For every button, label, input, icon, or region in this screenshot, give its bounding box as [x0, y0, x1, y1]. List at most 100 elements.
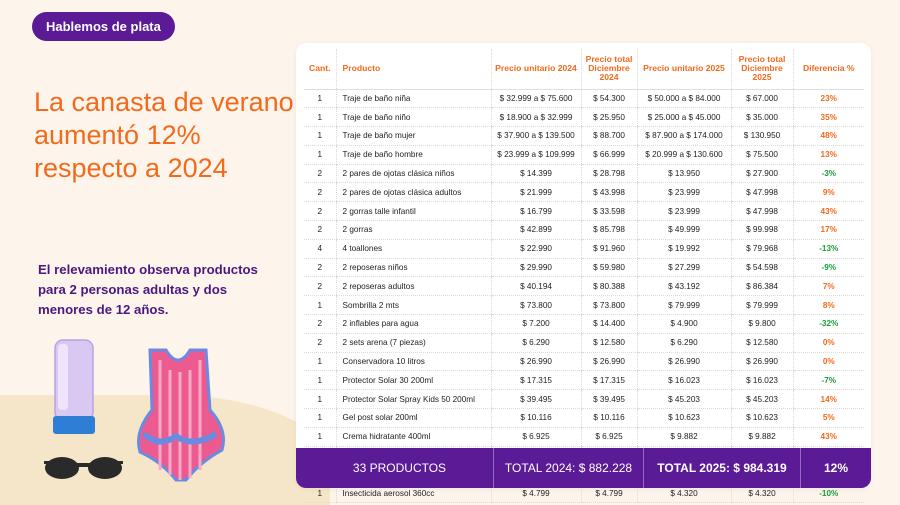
- row-qty: 1: [304, 389, 336, 410]
- row-product: 2 pares de ojotas clásica niños: [335, 164, 491, 184]
- row-total-2024: $ 73.800: [580, 295, 637, 316]
- row-unit-2024: $ 16.799: [490, 201, 581, 222]
- row-qty: 1: [304, 370, 336, 391]
- row-total-2024: $ 26.990: [580, 352, 637, 372]
- row-product: 2 reposeras niños: [335, 258, 491, 278]
- row-unit-2024: $ 21.999: [490, 182, 581, 203]
- table-row: 1 Traje de baño mujer $ 37.900 a $ 139.500…: [304, 126, 864, 146]
- row-total-2024: $ 54.300: [580, 89, 637, 109]
- header-diff: Diferencia %: [792, 49, 864, 90]
- row-total-2025: $ 9.800: [730, 314, 793, 334]
- row-diff: 17%: [792, 220, 864, 240]
- row-product: Conservadora 10 litros: [335, 352, 491, 372]
- row-unit-2024: $ 37.900 a $ 139.500: [490, 126, 581, 146]
- row-total-2025: $ 47.998: [730, 182, 793, 203]
- section-badge: Hablemos de plata: [32, 12, 175, 41]
- row-product: Traje de baño hombre: [335, 145, 491, 165]
- row-qty: 1: [304, 483, 336, 504]
- row-product: 2 reposeras adultos: [335, 276, 491, 297]
- row-diff: -9%: [792, 258, 864, 278]
- table-row: 1 Conservadora 10 litros $ 26.990 $ 26.990 $…: [304, 352, 864, 372]
- row-total-2025: $ 10.623: [730, 408, 793, 428]
- row-unit-2025: $ 13.950: [636, 164, 731, 184]
- header-product: Producto: [335, 49, 491, 90]
- row-unit-2025: $ 6.290: [636, 333, 731, 353]
- row-unit-2024: $ 10.116: [490, 408, 581, 428]
- row-diff: 43%: [792, 427, 864, 447]
- row-qty: 1: [304, 295, 336, 316]
- row-total-2024: $ 10.116: [580, 408, 637, 428]
- row-unit-2024: $ 6.290: [490, 333, 581, 353]
- row-total-2025: $ 45.203: [730, 389, 793, 410]
- row-diff: -32%: [792, 314, 864, 334]
- row-total-2024: $ 80.388: [580, 276, 637, 297]
- row-qty: 2: [304, 201, 336, 222]
- row-product: Insecticida aerosol 360cc: [335, 483, 491, 504]
- row-unit-2024: $ 23.999 a $ 109.999: [490, 145, 581, 165]
- row-total-2024: $ 25.950: [580, 107, 637, 128]
- row-unit-2025: $ 19.992: [636, 239, 731, 259]
- row-product: Protector Solar Spray Kids 50 200ml: [335, 389, 491, 410]
- row-unit-2024: $ 73.800: [490, 295, 581, 316]
- table-row: 1 Sombrilla 2 mts $ 73.800 $ 73.800 $ 79.999…: [304, 295, 864, 316]
- row-total-2024: $ 12.580: [580, 333, 637, 353]
- row-diff: 8%: [792, 295, 864, 316]
- row-qty: 1: [304, 408, 336, 428]
- row-qty: 2: [304, 258, 336, 278]
- row-total-2024: $ 14.400: [580, 314, 637, 334]
- row-product: Traje de baño niña: [335, 89, 491, 109]
- row-diff: 0%: [792, 333, 864, 353]
- row-unit-2024: $ 26.990: [490, 352, 581, 372]
- row-total-2025: $ 27.900: [730, 164, 793, 184]
- row-qty: 2: [304, 182, 336, 203]
- row-total-2025: $ 79.999: [730, 295, 793, 316]
- row-total-2025: $ 16.023: [730, 370, 793, 391]
- row-unit-2025: $ 20.999 a $ 130.600: [636, 145, 731, 165]
- row-total-2024: $ 28.798: [580, 164, 637, 184]
- row-unit-2025: $ 25.000 a $ 45.000: [636, 107, 731, 128]
- row-total-2025: $ 12.580: [730, 333, 793, 353]
- row-diff: 0%: [792, 352, 864, 372]
- row-qty: 4: [304, 239, 336, 259]
- header-unit-2024: Precio unitario 2024: [490, 49, 581, 90]
- row-total-2024: $ 33.598: [580, 201, 637, 222]
- row-total-2025: $ 9.882: [730, 427, 793, 447]
- row-product: Protector Solar 30 200ml: [335, 370, 491, 391]
- row-total-2024: $ 39.495: [580, 389, 637, 410]
- price-table: Cant. Producto Precio unitario 2024 Prec…: [304, 49, 864, 504]
- row-qty: 1: [304, 352, 336, 372]
- row-product: Traje de baño niño: [335, 107, 491, 128]
- row-diff: 23%: [792, 89, 864, 109]
- row-product: Traje de baño mujer: [335, 126, 491, 146]
- row-total-2024: $ 85.798: [580, 220, 637, 240]
- row-unit-2024: $ 32.999 a $ 75.600: [490, 89, 581, 109]
- table-row: 1 Traje de baño niña $ 32.999 a $ 75.600 $ …: [304, 89, 864, 109]
- row-unit-2024: $ 6.925: [490, 427, 581, 447]
- row-unit-2025: $ 87.900 a $ 174.000: [636, 126, 731, 146]
- row-unit-2024: $ 42.899: [490, 220, 581, 240]
- row-qty: 1: [304, 427, 336, 447]
- row-total-2024: $ 91.960: [580, 239, 637, 259]
- price-table-card: Cant. Producto Precio unitario 2024 Prec…: [296, 43, 871, 504]
- row-product: 2 pares de ojotas clásica adultos: [335, 182, 491, 203]
- header-total-2025: Precio total Diciembre 2025: [730, 49, 793, 90]
- row-unit-2024: $ 4.799: [490, 483, 581, 504]
- row-product: 2 gorras: [335, 220, 491, 240]
- row-diff: 48%: [792, 126, 864, 146]
- table-row: 1 Crema hidratante 400ml $ 6.925 $ 6.925 $ 9…: [304, 427, 864, 447]
- row-unit-2024: $ 39.495: [490, 389, 581, 410]
- row-product: 2 sets arena (7 piezas): [335, 333, 491, 353]
- total-2025: TOTAL 2025: $ 984.319: [643, 448, 800, 488]
- row-qty: 1: [304, 126, 336, 146]
- row-total-2025: $ 130.950: [730, 126, 793, 146]
- row-unit-2024: $ 14.399: [490, 164, 581, 184]
- row-qty: 1: [304, 107, 336, 128]
- row-unit-2025: $ 27.299: [636, 258, 731, 278]
- row-unit-2025: $ 23.999: [636, 182, 731, 203]
